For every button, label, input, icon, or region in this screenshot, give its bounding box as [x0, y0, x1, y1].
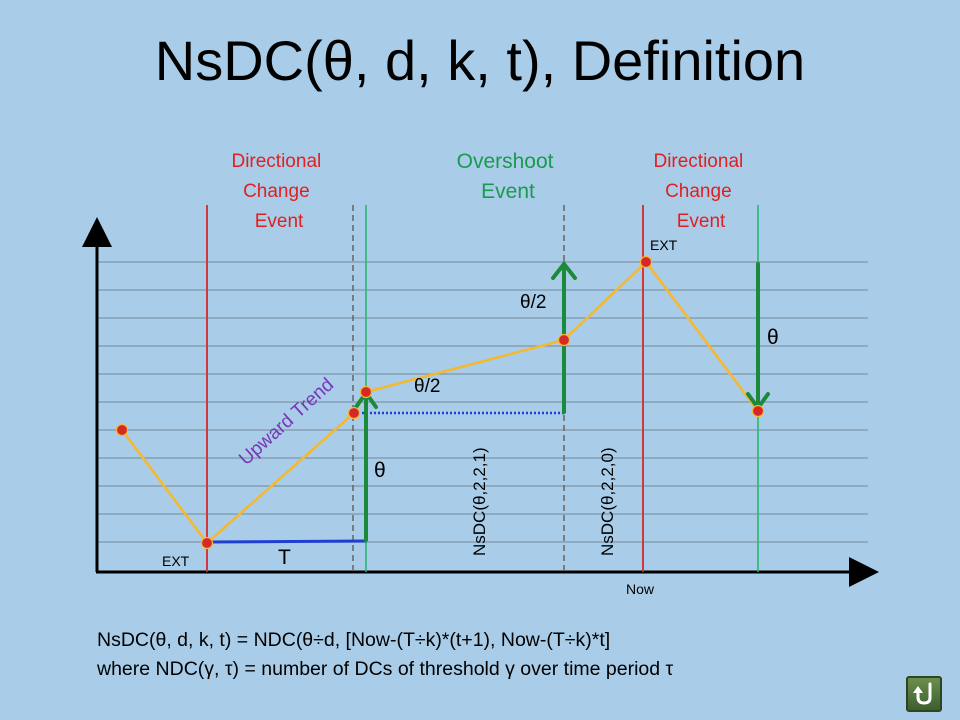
price-point	[347, 406, 361, 420]
formula-block: NsDC(θ, d, k, t) = NDC(θ÷d, [Now-(T÷k)*(…	[97, 626, 673, 684]
theta-label-right: θ	[767, 326, 779, 349]
now-label: Now	[626, 581, 655, 597]
price-point-ext-low	[200, 536, 214, 550]
upward-trend-label: Upward Trend	[235, 374, 338, 469]
return-icon	[913, 682, 932, 705]
dc-event-label-2: Directional Change Event	[653, 151, 748, 232]
price-point	[557, 333, 571, 347]
price-point	[751, 404, 765, 418]
time-window-bar	[206, 539, 367, 544]
ext-label-bottom: EXT	[162, 553, 190, 569]
price-point	[359, 385, 373, 399]
overshoot-event-label: Overshoot Event	[457, 150, 560, 203]
half-theta-label-1: θ/2	[414, 376, 440, 397]
price-points	[115, 255, 765, 550]
grid-lines	[97, 261, 868, 543]
nsdc-label-1: NsDC(θ,2,2,1)	[470, 447, 489, 556]
theta-down-arrow	[746, 262, 770, 412]
price-point-ext-high	[639, 255, 653, 269]
dc-event-label-1: Directional Change Event	[231, 151, 326, 232]
ext-label-top: EXT	[650, 237, 678, 253]
formula-line-1: NsDC(θ, d, k, t) = NDC(θ÷d, [Now-(T÷k)*(…	[97, 629, 611, 651]
half-theta-label-2: θ/2	[520, 292, 546, 313]
formula-line-2: where NDC(γ, τ) = number of DCs of thres…	[97, 658, 674, 680]
nsdc-label-0: NsDC(θ,2,2,0)	[598, 447, 617, 556]
theta-label-left: θ	[374, 459, 386, 482]
price-point	[115, 423, 129, 437]
return-button[interactable]	[906, 676, 942, 712]
slide-title: NsDC(θ, d, k, t), Definition	[154, 29, 806, 92]
t-label: T	[278, 546, 291, 569]
